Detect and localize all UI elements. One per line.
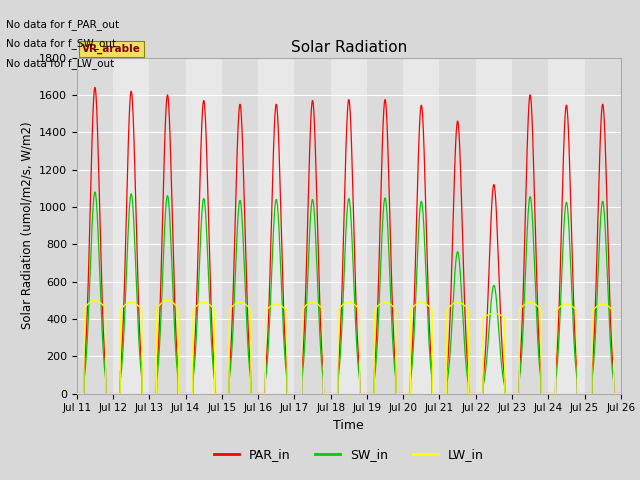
Bar [584, 58, 621, 394]
Bar [294, 58, 331, 394]
Text: No data for f_LW_out: No data for f_LW_out [6, 58, 115, 69]
Bar [512, 58, 548, 394]
Legend: PAR_in, SW_in, LW_in: PAR_in, SW_in, LW_in [209, 444, 489, 467]
Text: VR_arable: VR_arable [82, 44, 141, 54]
X-axis label: Time: Time [333, 419, 364, 432]
Text: No data for f_SW_out: No data for f_SW_out [6, 38, 116, 49]
Bar [440, 58, 476, 394]
Bar [367, 58, 403, 394]
Bar [149, 58, 186, 394]
Text: No data for f_PAR_out: No data for f_PAR_out [6, 19, 120, 30]
Title: Solar Radiation: Solar Radiation [291, 40, 407, 55]
Bar [77, 58, 113, 394]
Y-axis label: Solar Radiation (umol/m2/s, W/m2): Solar Radiation (umol/m2/s, W/m2) [20, 122, 33, 329]
Bar [222, 58, 258, 394]
